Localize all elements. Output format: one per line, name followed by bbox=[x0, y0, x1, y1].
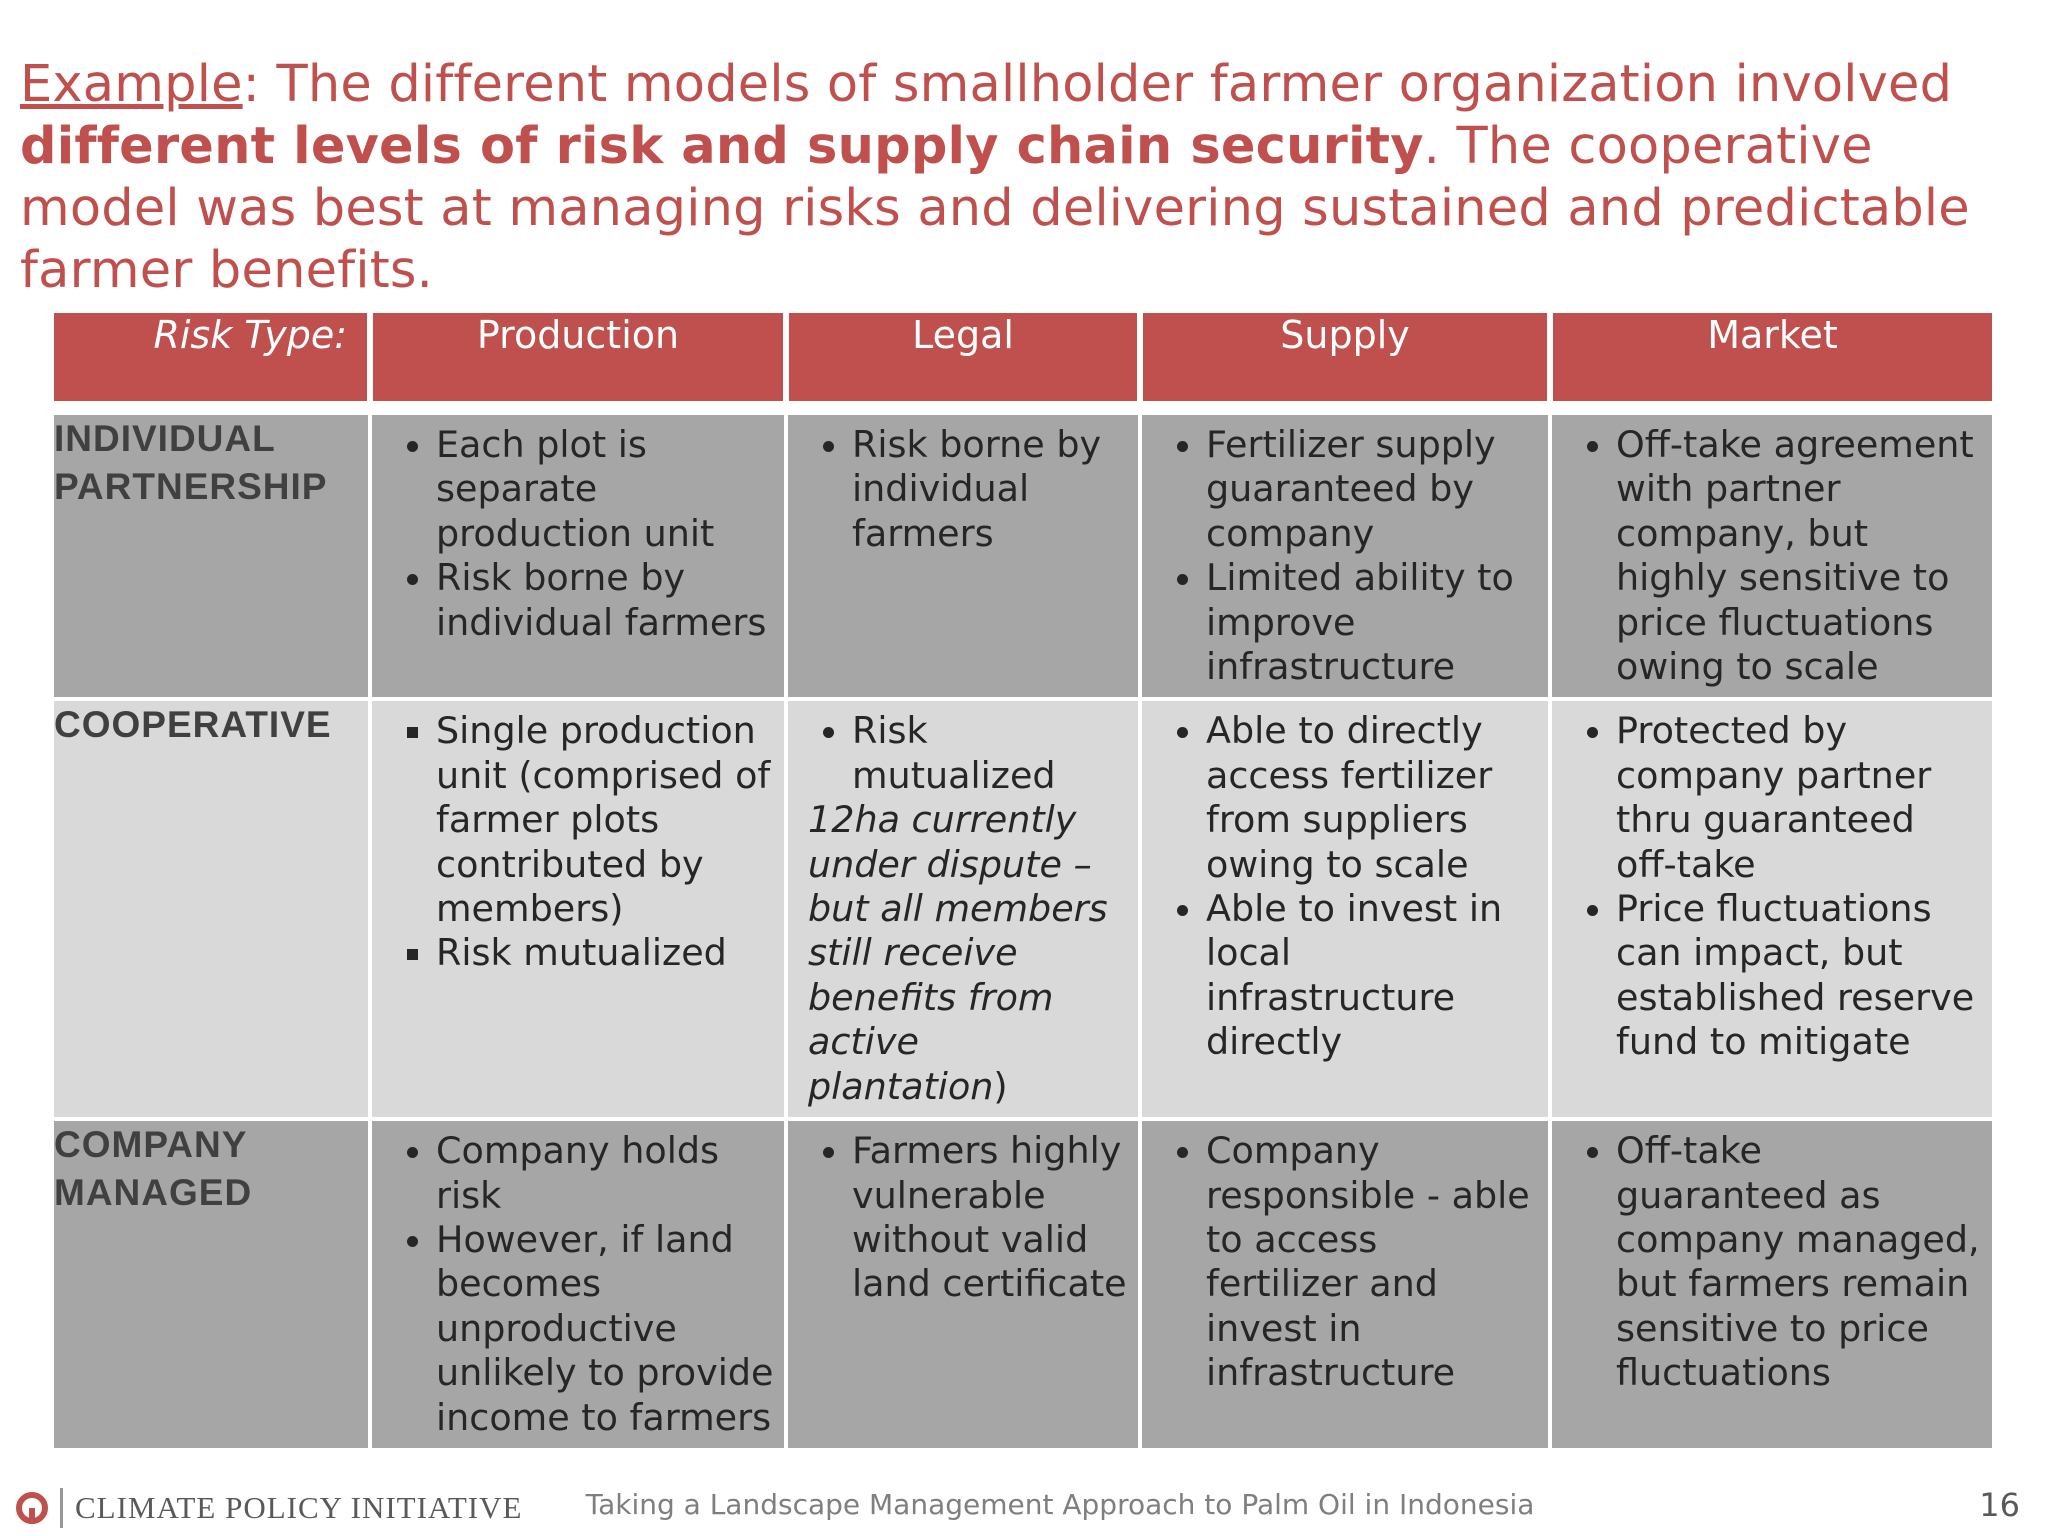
table-row-cooperative: COOPERATIVE Single production unit (comp… bbox=[50, 697, 1996, 1122]
list-item: Risk mutualized bbox=[436, 931, 774, 975]
table-row-company-managed: COMPANY MANAGED Company holds risk Howev… bbox=[50, 1117, 1996, 1452]
list-item: Farmers highly vulnerable without valid … bbox=[852, 1129, 1128, 1307]
cell-legal: Farmers highly vulnerable without valid … bbox=[784, 1117, 1142, 1452]
footer-subtitle: Taking a Landscape Management Approach t… bbox=[585, 1488, 1535, 1521]
column-header-supply: Supply bbox=[1137, 309, 1552, 405]
model-label: COMPANY MANAGED bbox=[50, 1117, 372, 1452]
list-item: Able to invest in local infrastructure d… bbox=[1206, 887, 1538, 1065]
legal-dispute-text: 12ha currently under dispute – but all m… bbox=[808, 798, 1108, 1108]
list-item: Company responsible - able to access fer… bbox=[1206, 1129, 1538, 1395]
column-header-market: Market bbox=[1547, 309, 1996, 405]
legal-dispute-close: ) bbox=[993, 1064, 1008, 1108]
list-item: Limited ability to improve infrastructur… bbox=[1206, 556, 1538, 689]
list-item: Price fluctuations can impact, but estab… bbox=[1616, 887, 1982, 1065]
cell-market: Off-take guaranteed as company managed, … bbox=[1548, 1117, 1996, 1452]
cell-market: Protected by company partner thru guaran… bbox=[1548, 697, 1996, 1122]
page-number: 16 bbox=[1979, 1486, 2020, 1524]
list-item: Risk mutualized bbox=[852, 709, 1128, 798]
cell-supply: Company responsible - able to access fer… bbox=[1138, 1117, 1552, 1452]
footer-logo: CLIMATE POLICY INITIATIVE bbox=[14, 1488, 522, 1528]
list-item: Protected by company partner thru guaran… bbox=[1616, 709, 1982, 887]
risk-table: Risk Type: Production Legal Supply Marke… bbox=[50, 309, 1996, 1452]
cell-production: Each plot is separate production unit Ri… bbox=[368, 410, 788, 702]
legal-dispute-note: 12ha currently under dispute – but all m… bbox=[788, 798, 1138, 1117]
list-item: Off-take agreement with partner company,… bbox=[1616, 423, 1982, 689]
slide-title: Example: The different models of smallho… bbox=[20, 54, 2030, 302]
list-item: Each plot is separate production unit bbox=[436, 423, 774, 556]
list-item: Company holds risk bbox=[436, 1129, 774, 1218]
column-header-legal: Legal bbox=[783, 309, 1142, 405]
org-name: CLIMATE POLICY INITIATIVE bbox=[75, 1490, 523, 1525]
title-text-part2: . The cooperative model was best at mana… bbox=[20, 117, 1970, 300]
cpi-logo-icon bbox=[16, 1492, 48, 1524]
title-emphasis: different levels of risk and supply chai… bbox=[20, 117, 1424, 176]
column-header-production: Production bbox=[367, 309, 788, 405]
cell-production: Single production unit (comprised of far… bbox=[368, 697, 788, 1122]
cell-legal: Risk mutualized 12ha currently under dis… bbox=[784, 697, 1142, 1122]
list-item: Risk borne by individual farmers bbox=[852, 423, 1128, 556]
list-item: However, if land becomes unproductive un… bbox=[436, 1218, 774, 1440]
list-item: Risk borne by individual farmers bbox=[436, 556, 774, 645]
risk-type-label: Risk Type: bbox=[50, 309, 372, 405]
model-label: COOPERATIVE bbox=[50, 697, 372, 1122]
title-text-part1: : The different models of smallholder fa… bbox=[242, 55, 1953, 114]
model-label: INDIVIDUAL PARTNERSHIP bbox=[50, 410, 372, 702]
table-header-row: Risk Type: Production Legal Supply Marke… bbox=[50, 309, 1996, 405]
cell-market: Off-take agreement with partner company,… bbox=[1548, 410, 1996, 702]
cell-supply: Able to directly access fertilizer from … bbox=[1138, 697, 1552, 1122]
cell-production: Company holds risk However, if land beco… bbox=[368, 1117, 788, 1452]
list-item: Single production unit (comprised of far… bbox=[436, 709, 774, 931]
list-item: Fertilizer supply guaranteed by company bbox=[1206, 423, 1538, 556]
list-item: Able to directly access fertilizer from … bbox=[1206, 709, 1538, 887]
logo-divider bbox=[60, 1488, 63, 1528]
list-item: Off-take guaranteed as company managed, … bbox=[1616, 1129, 1982, 1395]
table-row-individual-partnership: INDIVIDUAL PARTNERSHIP Each plot is sepa… bbox=[50, 410, 1996, 702]
title-example-label: Example bbox=[20, 55, 243, 114]
cell-legal: Risk borne by individual farmers bbox=[784, 410, 1142, 702]
cell-supply: Fertilizer supply guaranteed by company … bbox=[1138, 410, 1552, 702]
